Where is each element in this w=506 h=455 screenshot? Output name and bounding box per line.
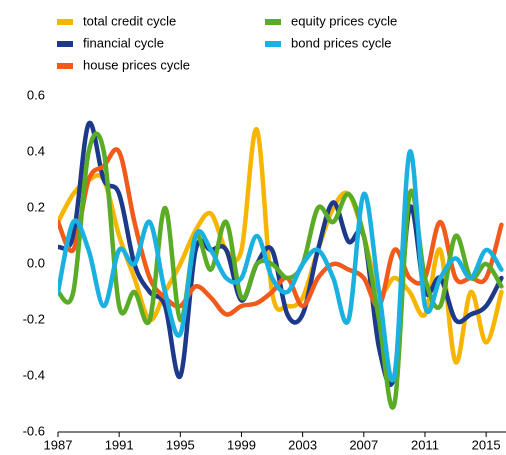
y-tick-label: 0.0	[27, 255, 45, 270]
legend-swatch	[57, 63, 73, 69]
legend-label: house prices cycle	[83, 57, 190, 72]
y-tick-label: -0.2	[23, 311, 45, 326]
legend-swatch	[57, 41, 73, 47]
series-line	[58, 127, 504, 365]
x-tick-label: 2015	[472, 437, 501, 452]
legend-label: financial cycle	[83, 35, 164, 50]
y-tick-label: 0.2	[27, 199, 45, 214]
x-tick-label: 2003	[288, 437, 317, 452]
legend-label: total credit cycle	[83, 13, 176, 28]
legend-swatch	[57, 19, 73, 25]
x-tick-label: 2011	[411, 437, 439, 452]
y-tick-label: 0.6	[27, 87, 45, 102]
y-tick-label: -0.6	[23, 423, 45, 438]
y-tick-label: 0.4	[27, 143, 45, 158]
y-tick-label: -0.4	[23, 367, 45, 382]
x-tick-label: 1991	[105, 437, 134, 452]
legend-swatch	[265, 19, 281, 25]
x-tick-label: 1999	[227, 437, 256, 452]
series-line	[58, 149, 504, 383]
legend-label: bond prices cycle	[291, 35, 391, 50]
legend-label: equity prices cycle	[291, 13, 397, 28]
x-tick-label: 2007	[349, 437, 378, 452]
x-tick-label: 1987	[44, 437, 73, 452]
x-tick-label: 1995	[166, 437, 195, 452]
legend-swatch	[265, 41, 281, 47]
